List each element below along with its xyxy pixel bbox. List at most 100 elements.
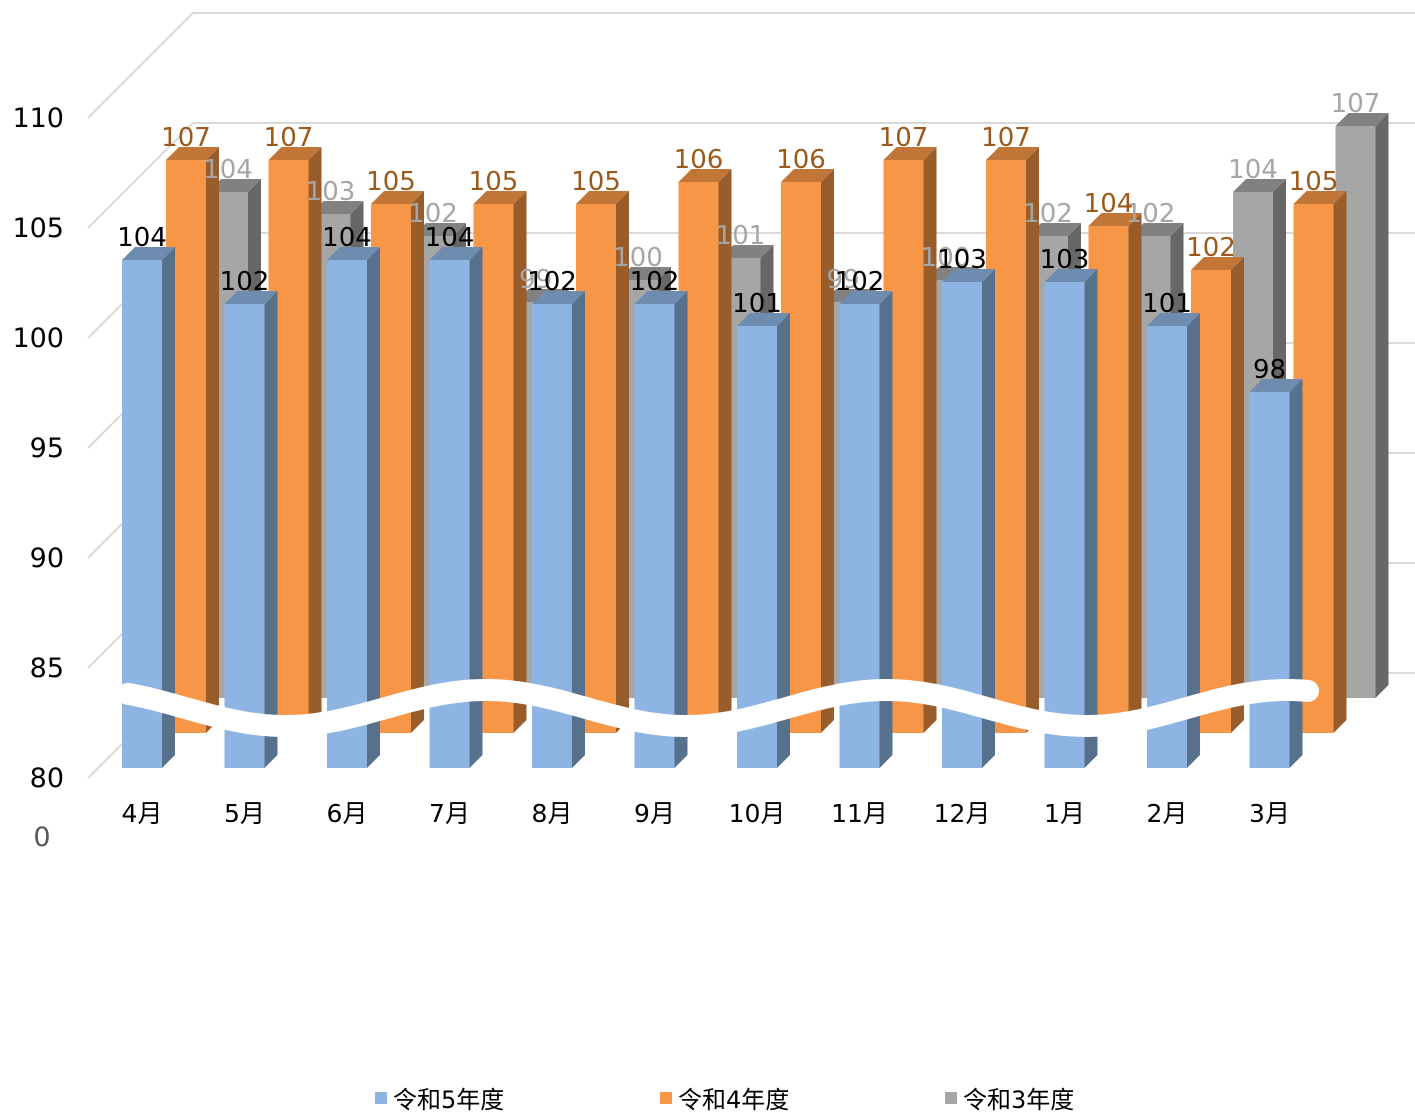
bar-side [367, 247, 380, 768]
bar-side [674, 291, 688, 768]
bar-top [310, 201, 364, 214]
bar-top [429, 247, 483, 260]
bar-side [411, 191, 424, 733]
bar-side [616, 191, 629, 733]
bar-side [308, 147, 322, 733]
data-label: 107 [264, 123, 314, 153]
data-label: 100 [613, 243, 663, 273]
x-tick-label: 5月 [224, 799, 265, 828]
x-tick-label: 8月 [532, 799, 573, 828]
bar-top [1335, 113, 1389, 126]
data-label: 102 [220, 267, 270, 297]
bar-top [224, 291, 278, 304]
x-tick-label: 9月 [634, 799, 675, 828]
bar-side [879, 291, 893, 768]
y-tick-label: 90 [30, 543, 64, 574]
bar-side [1026, 147, 1039, 733]
bar [634, 291, 688, 768]
data-label: 104 [1228, 155, 1278, 185]
data-label: 105 [1289, 167, 1339, 197]
bar-side [1084, 269, 1098, 768]
bar-front [737, 326, 777, 768]
bar-top [1147, 313, 1200, 326]
data-label: 101 [1142, 289, 1192, 319]
bar-top [1249, 379, 1303, 392]
data-label: 102 [1126, 199, 1176, 229]
data-label: 99 [826, 265, 859, 295]
bar-top [1088, 213, 1142, 226]
axis-break-wave [117, 679, 1319, 737]
bar-side [923, 147, 937, 733]
bar-top [576, 191, 629, 204]
x-tick-label: 10月 [729, 799, 786, 828]
bar-top [986, 147, 1039, 160]
gridline [87, 122, 1415, 229]
y-tick-label: 100 [12, 323, 64, 354]
bar-top [737, 313, 790, 326]
data-label: 98 [1253, 355, 1286, 385]
bar-side [821, 169, 834, 733]
data-label: 107 [1331, 89, 1381, 119]
data-label: 103 [1040, 245, 1090, 275]
bar-side [206, 147, 219, 733]
bar-top [1233, 179, 1286, 192]
data-label: 107 [879, 123, 929, 153]
bar-side [718, 169, 732, 733]
bar-front [634, 304, 675, 768]
bar-top [678, 169, 732, 182]
bar-top [1044, 269, 1098, 282]
y-break-label: 0 [33, 822, 50, 853]
chart-axes: 110 105 100 95 90 85 80 0 4月 5月 6月 7月 8月 9月 10月 11月 12月 1… [12, 103, 1290, 853]
bar-top [268, 147, 322, 160]
data-label: 104 [117, 223, 167, 253]
bar-side [1187, 313, 1200, 768]
x-tick-label: 7月 [429, 799, 470, 828]
data-label: 102 [408, 199, 458, 229]
data-label: 105 [469, 167, 519, 197]
data-label: 102 [835, 267, 885, 297]
data-label: 102 [1023, 199, 1073, 229]
data-label: 105 [571, 167, 621, 197]
bar-side [1375, 113, 1389, 698]
data-label: 103 [306, 177, 356, 207]
x-tick-label: 12月 [934, 799, 991, 828]
data-label: 100 [921, 243, 971, 273]
legend-label: 令和5年度 [393, 1086, 505, 1114]
data-label: 104 [1084, 189, 1134, 219]
bar-side [162, 247, 175, 768]
bar-top [413, 223, 466, 236]
bar [1044, 269, 1098, 768]
legend-item: 令和3年度 [945, 1080, 1074, 1115]
bar-top [122, 247, 175, 260]
bar-side [777, 313, 790, 768]
bar-top [781, 169, 834, 182]
data-label: 107 [161, 123, 211, 153]
x-tick-label: 6月 [327, 799, 368, 828]
bar-side [469, 247, 483, 768]
bar-top [883, 147, 937, 160]
bar-top [634, 291, 688, 304]
data-label: 106 [674, 145, 724, 175]
bar-front [1249, 392, 1290, 768]
bar-top [166, 147, 219, 160]
bar-side [1128, 213, 1142, 733]
bar [1147, 313, 1200, 768]
legend-item: 令和5年度 [375, 1080, 504, 1115]
x-tick-label: 4月 [122, 799, 163, 828]
bar-top [532, 291, 585, 304]
bar-side [572, 291, 585, 768]
x-tick-label: 11月 [831, 799, 888, 828]
data-label: 101 [732, 289, 782, 319]
bar [224, 291, 278, 768]
bar-front [1044, 282, 1085, 768]
bar-top [720, 245, 774, 258]
bar-top [1191, 257, 1244, 270]
bar-top [942, 269, 995, 282]
bar-top [473, 191, 527, 204]
bar-top [208, 179, 261, 192]
data-label: 104 [425, 223, 475, 253]
bar-top [839, 291, 893, 304]
chart-bars [122, 113, 1389, 768]
